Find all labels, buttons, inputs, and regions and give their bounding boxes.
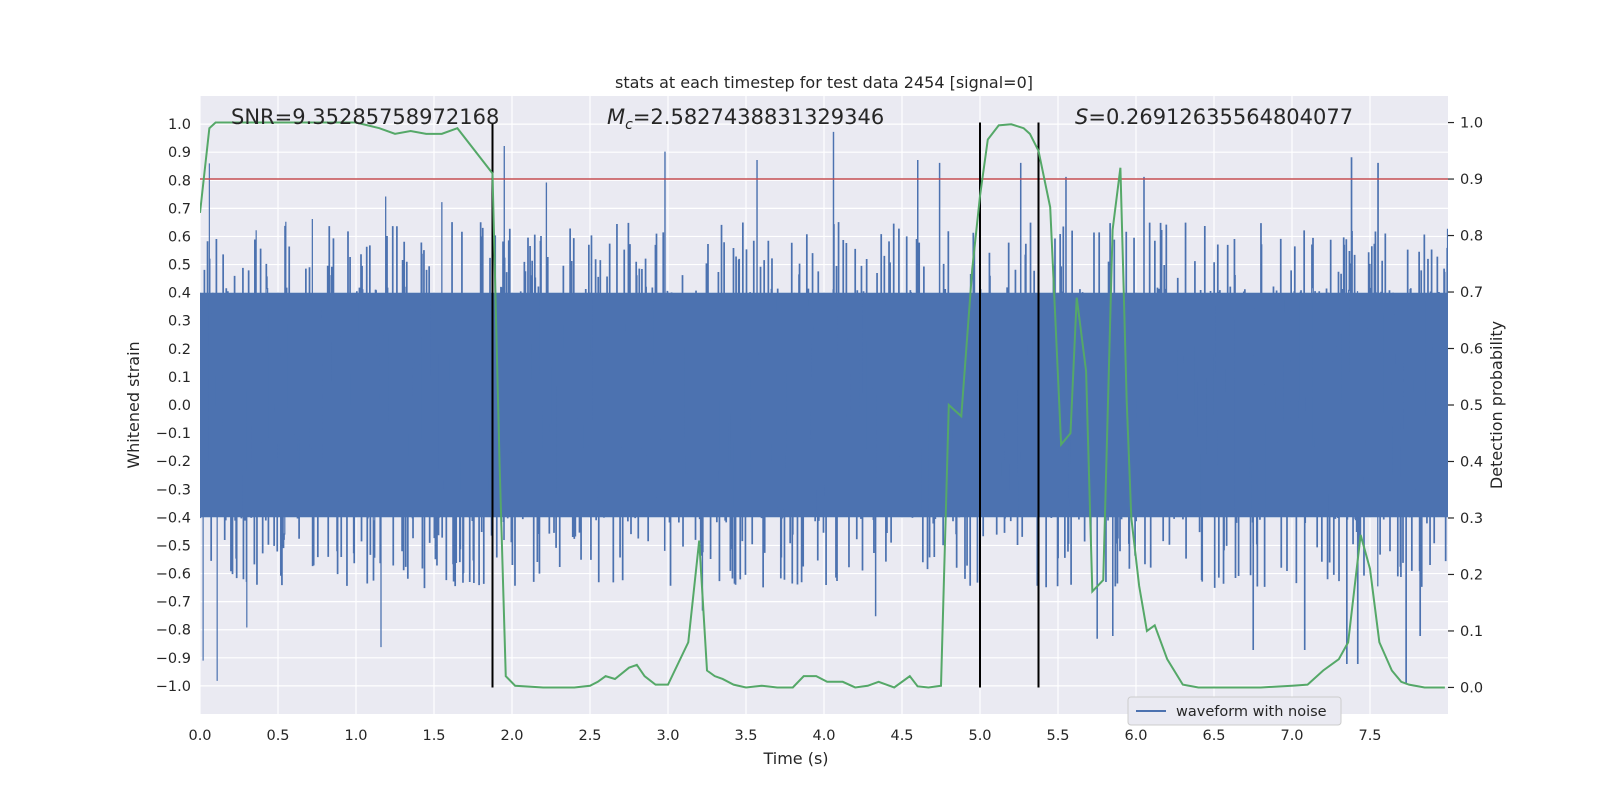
waveform-series: [200, 131, 1448, 684]
x-tick-label: 0.5: [266, 728, 289, 744]
chirp-mass-subscript: c: [625, 117, 633, 133]
x-tick-label: 3.0: [656, 728, 679, 744]
chirp-mass-value: =2.5827438831329346: [633, 105, 884, 129]
y-tick-label: 0.3: [168, 314, 191, 330]
y-tick-label: 0.2: [168, 342, 191, 358]
spin-symbol: S: [1075, 105, 1088, 129]
y-tick-label: −0.2: [156, 454, 191, 470]
y-tick-label: −1.0: [156, 679, 191, 695]
legend: waveform with noise: [1127, 696, 1342, 726]
x-tick-label: 4.5: [890, 728, 913, 744]
y-tick-label: 0.1: [168, 370, 191, 386]
y-tick-label: 0.7: [168, 201, 191, 217]
x-tick-label: 6.5: [1202, 728, 1225, 744]
y-tick-label: −0.7: [156, 595, 191, 611]
y-tick-label: −0.9: [156, 651, 191, 667]
x-tick-label: 2.5: [578, 728, 601, 744]
chirp-mass-annotation: Mc=2.5827438831329346: [607, 105, 884, 133]
spin-annotation: S=0.26912635564804077: [1075, 105, 1353, 129]
probability-line: [200, 121, 1445, 689]
chart-title: stats at each timestep for test data 245…: [615, 73, 1033, 92]
y-tick-label: −0.6: [156, 567, 191, 583]
x-axis-label: Time (s): [762, 749, 828, 768]
y-tick-label: 1.0: [168, 117, 191, 133]
y-axis-ticks: 1.0 0.9 0.8 0.7 0.6 0.5 0.4 0.3 0.2 0.1 0.0 −0.1 −0.…: [156, 117, 191, 695]
y2-tick-label: 0.6: [1460, 342, 1483, 358]
y2-tick-label: 0.0: [1460, 680, 1483, 696]
y-tick-label: 0.8: [168, 173, 191, 189]
overlay-lines: [200, 121, 1448, 689]
y-axis-label: Whitened strain: [124, 341, 143, 468]
x-tick-label: 6.0: [1124, 728, 1147, 744]
legend-box: [1127, 696, 1342, 726]
y-tick-label: −0.8: [156, 623, 191, 639]
y2-tick-label: 0.2: [1460, 567, 1483, 583]
y2-tick-label: 0.5: [1460, 398, 1483, 414]
x-tick-label: 7.0: [1280, 728, 1303, 744]
y2-tick-label: 0.7: [1460, 285, 1483, 301]
y-tick-label: 0.4: [168, 286, 191, 302]
y-tick-label: −0.1: [156, 426, 191, 442]
x-tick-label: 5.0: [968, 728, 991, 744]
y2-tick-label: 0.1: [1460, 624, 1483, 640]
x-tick-label: 4.0: [812, 728, 835, 744]
x-tick-label: 0.0: [188, 728, 211, 744]
x-tick-label: 7.5: [1358, 728, 1381, 744]
y-tick-label: 0.0: [168, 398, 191, 414]
y2-axis-label: Detection probability: [1487, 321, 1506, 489]
y2-tick-label: 0.8: [1460, 229, 1483, 245]
x-tick-label: 1.5: [422, 728, 445, 744]
y2-tick-label: 0.4: [1460, 454, 1483, 470]
y-tick-label: 0.5: [168, 258, 191, 274]
y2-tick-label: 0.9: [1460, 172, 1483, 188]
y-tick-label: −0.3: [156, 482, 191, 498]
y-tick-label: −0.4: [156, 510, 191, 526]
snr-annotation: SNR=9.35285758972168: [231, 105, 499, 129]
y2-axis-ticks: 1.0 0.9 0.8 0.7 0.6 0.5 0.4 0.3 0.2 0.1 0.0: [1448, 116, 1483, 696]
y-tick-label: 0.9: [168, 145, 191, 161]
y-tick-label: 0.6: [168, 229, 191, 245]
chirp-mass-symbol: M: [607, 105, 625, 129]
x-tick-label: 3.5: [734, 728, 757, 744]
x-tick-label: 5.5: [1046, 728, 1069, 744]
y2-tick-label: 1.0: [1460, 116, 1483, 132]
x-tick-label: 2.0: [500, 728, 523, 744]
spin-value: =0.26912635564804077: [1088, 105, 1353, 129]
x-axis-ticks: 0.0 0.5 1.0 1.5 2.0 2.5 3.0 3.5 4.0 4.5 5.0 5.5 6.0 6…: [188, 728, 1381, 744]
y-tick-label: −0.5: [156, 538, 191, 554]
y2-tick-label: 0.3: [1460, 511, 1483, 527]
legend-label: waveform with noise: [1176, 704, 1327, 720]
waveform-line: [200, 131, 1448, 684]
x-tick-label: 1.0: [344, 728, 367, 744]
